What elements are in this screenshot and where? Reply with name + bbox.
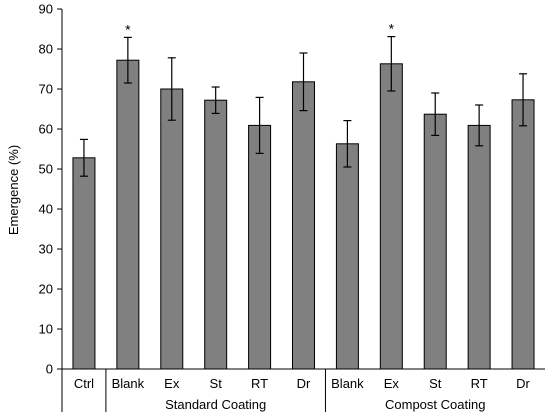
y-tick-label: 40 bbox=[39, 202, 53, 217]
bar bbox=[248, 124, 272, 370]
x-tick-label: Blank bbox=[331, 376, 364, 391]
bar bbox=[160, 88, 184, 370]
x-tick-label: Dr bbox=[516, 376, 530, 391]
bar bbox=[511, 99, 535, 370]
group-label: Standard Coating bbox=[165, 397, 266, 412]
y-tick-label: 80 bbox=[39, 42, 53, 57]
x-tick-label: RT bbox=[251, 376, 268, 391]
y-tick-label: 10 bbox=[39, 322, 53, 337]
y-tick-label: 90 bbox=[39, 2, 53, 17]
bar bbox=[292, 81, 315, 370]
x-tick-label: St bbox=[429, 376, 442, 391]
axes: 0 10 20 30 40 50 60 70 80 90 bbox=[39, 2, 545, 412]
x-tick-label: St bbox=[210, 376, 223, 391]
y-tick-label: 30 bbox=[39, 242, 53, 257]
x-tick-label: Ex bbox=[164, 376, 180, 391]
group-label: Compost Coating bbox=[385, 397, 485, 412]
x-tick-label: Blank bbox=[112, 376, 145, 391]
bar bbox=[379, 63, 403, 370]
y-tick-label: 60 bbox=[39, 122, 53, 137]
y-axis-label: Emergence (%) bbox=[6, 145, 21, 235]
bar bbox=[72, 157, 96, 370]
significance-mark: * bbox=[125, 21, 131, 37]
bar bbox=[467, 124, 491, 370]
y-tick-label: 0 bbox=[46, 362, 53, 377]
bars: * * bbox=[72, 21, 535, 370]
bar bbox=[204, 99, 228, 370]
x-tick-label: RT bbox=[471, 376, 488, 391]
y-tick-label: 50 bbox=[39, 162, 53, 177]
labels: Ctrl Blank Ex St RT Dr Blank Ex St RT Dr Standard C… bbox=[74, 376, 531, 412]
significance-mark: * bbox=[389, 21, 395, 37]
x-tick-label: Ex bbox=[384, 376, 400, 391]
bar bbox=[116, 59, 140, 370]
x-tick-label: Ctrl bbox=[74, 376, 94, 391]
bar bbox=[423, 113, 447, 370]
x-tick-label: Dr bbox=[297, 376, 311, 391]
y-tick-label: 70 bbox=[39, 82, 53, 97]
y-tick-label: 20 bbox=[39, 282, 53, 297]
bar bbox=[335, 143, 359, 370]
